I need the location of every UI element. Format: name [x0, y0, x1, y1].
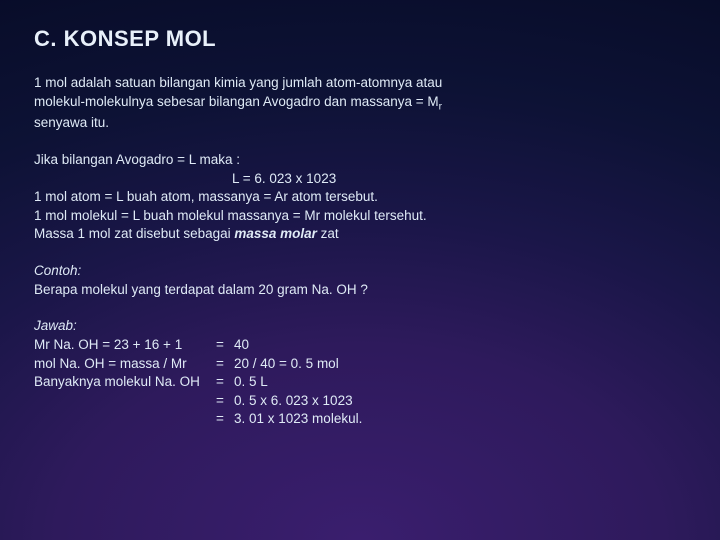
example-label: Contoh: [34, 263, 81, 278]
avo-l5b: massa molar [234, 226, 317, 241]
ans-r3-right: 0. 5 L [234, 374, 268, 389]
equals-icon: = [216, 336, 234, 355]
answer-row-5: =3. 01 x 1023 molekul. [34, 411, 362, 426]
avo-l5a: Massa 1 mol zat disebut sebagai [34, 226, 234, 241]
ans-r2-right: 20 / 40 = 0. 5 mol [234, 356, 339, 371]
def-line2a: molekul-molekulnya sebesar bilangan Avog… [34, 94, 439, 109]
answer-row-3: Banyaknya molekul Na. OH=0. 5 L [34, 374, 268, 389]
avo-l5c: zat [317, 226, 339, 241]
answer-row-4: =0. 5 x 6. 023 x 1023 [34, 393, 353, 408]
example-question: Berapa molekul yang terdapat dalam 20 gr… [34, 282, 368, 297]
ans-r1-left: Mr Na. OH = 23 + 16 + 1 [34, 336, 216, 355]
ans-r1-right: 40 [234, 337, 249, 352]
avo-l2: L = 6. 023 x 1023 [34, 171, 336, 186]
equals-icon: = [216, 410, 234, 429]
section-title: C. KONSEP MOL [34, 26, 686, 52]
example-block: Contoh: Berapa molekul yang terdapat dal… [34, 262, 686, 299]
answer-label: Jawab: [34, 318, 77, 333]
answer-block: Jawab: Mr Na. OH = 23 + 16 + 1=40 mol Na… [34, 317, 686, 429]
definition-paragraph: 1 mol adalah satuan bilangan kimia yang … [34, 74, 686, 133]
def-line1: 1 mol adalah satuan bilangan kimia yang … [34, 75, 442, 90]
def-line3: senyawa itu. [34, 115, 109, 130]
answer-row-1: Mr Na. OH = 23 + 16 + 1=40 [34, 337, 249, 352]
ans-r3-left: Banyaknya molekul Na. OH [34, 373, 216, 392]
equals-icon: = [216, 355, 234, 374]
avo-l3: 1 mol atom = L buah atom, massanya = Ar … [34, 189, 378, 204]
answer-row-2: mol Na. OH = massa / Mr=20 / 40 = 0. 5 m… [34, 356, 339, 371]
equals-icon: = [216, 373, 234, 392]
avogadro-block: Jika bilangan Avogadro = L maka : L = 6.… [34, 151, 686, 244]
def-subscript: r [439, 101, 442, 112]
avo-l4: 1 mol molekul = L buah molekul massanya … [34, 208, 427, 223]
ans-r2-left: mol Na. OH = massa / Mr [34, 355, 216, 374]
ans-r5-right: 3. 01 x 1023 molekul. [234, 411, 362, 426]
equals-icon: = [216, 392, 234, 411]
avo-l1: Jika bilangan Avogadro = L maka : [34, 152, 240, 167]
ans-r4-right: 0. 5 x 6. 023 x 1023 [234, 393, 353, 408]
